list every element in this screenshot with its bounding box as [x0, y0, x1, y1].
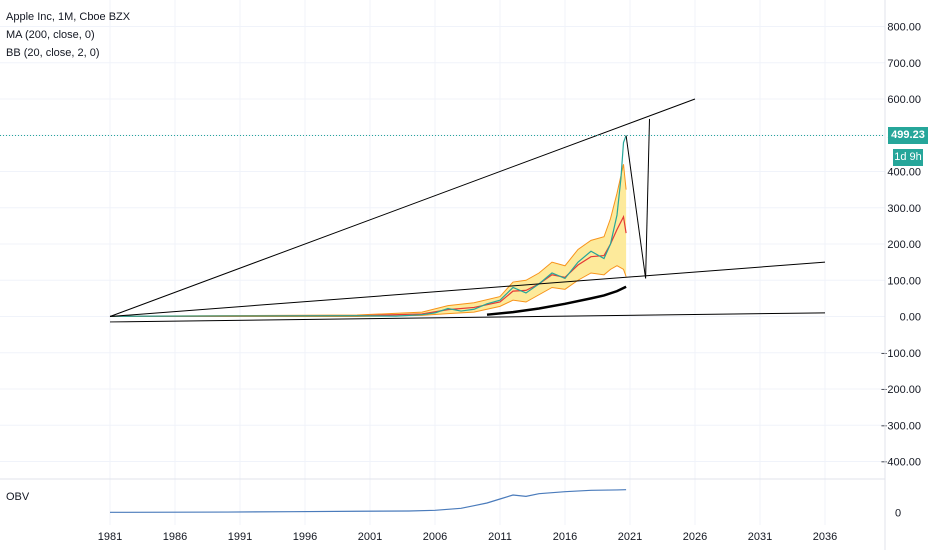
chart-legend: Apple Inc, 1M, Cboe BZX MA (200, close, … [6, 8, 130, 62]
ma200-line [486, 285, 627, 316]
x-tick-label: 1991 [228, 531, 252, 543]
moving-average-200 [486, 285, 627, 316]
x-tick-label: 1981 [98, 531, 122, 543]
y-tick-label: −200.00 [881, 384, 921, 396]
bollinger-bands [109, 164, 627, 317]
x-tick-label: 2006 [423, 531, 447, 543]
trendline [625, 135, 647, 279]
x-tick-label: 2021 [618, 531, 642, 543]
y-tick-label: 200.00 [887, 239, 921, 251]
y-tick-label: −100.00 [881, 348, 921, 360]
y-tick-label: 100.00 [887, 275, 921, 287]
axes: 800.00700.00600.00500.00400.00300.00200.… [98, 22, 921, 544]
x-tick-label: 2016 [553, 531, 577, 543]
y-tick-label: −400.00 [881, 457, 921, 469]
trendline [109, 312, 826, 323]
trendline [645, 118, 650, 279]
y-tick-label: −300.00 [881, 420, 921, 432]
x-tick-label: 2011 [488, 531, 512, 543]
legend-bb[interactable]: BB (20, close, 2, 0) [6, 47, 100, 59]
y-tick-label: 0.00 [900, 312, 921, 324]
bb-upper [109, 164, 627, 317]
obv-line [109, 489, 627, 513]
legend-symbol[interactable]: Apple Inc, 1M, Cboe BZX [6, 11, 131, 23]
bb-lower [110, 265, 627, 317]
obv-tick-label: 0 [895, 507, 901, 519]
x-tick-label: 2031 [748, 531, 772, 543]
obv-series [109, 489, 627, 513]
x-tick-label: 2026 [683, 531, 707, 543]
y-tick-label: 700.00 [887, 58, 921, 70]
price-series [109, 135, 627, 317]
y-tick-label: 300.00 [887, 203, 921, 215]
legend-ma[interactable]: MA (200, close, 0) [6, 29, 95, 41]
price-line [109, 135, 627, 317]
obv-legend[interactable]: OBV [6, 491, 30, 503]
x-tick-label: 1996 [293, 531, 317, 543]
y-tick-label: 400.00 [887, 167, 921, 179]
x-tick-label: 2001 [358, 531, 382, 543]
bb-fill [110, 164, 627, 317]
x-tick-label: 2036 [813, 531, 837, 543]
y-tick-label: 800.00 [887, 22, 921, 34]
y-tick-label: 600.00 [887, 94, 921, 106]
trendlines [109, 98, 826, 323]
grid [0, 0, 885, 525]
last-price-tag: 499.23 [888, 127, 928, 145]
x-tick-label: 1986 [163, 531, 187, 543]
bar-countdown-tag: 1d 9h [893, 149, 923, 167]
trendline [109, 261, 826, 317]
